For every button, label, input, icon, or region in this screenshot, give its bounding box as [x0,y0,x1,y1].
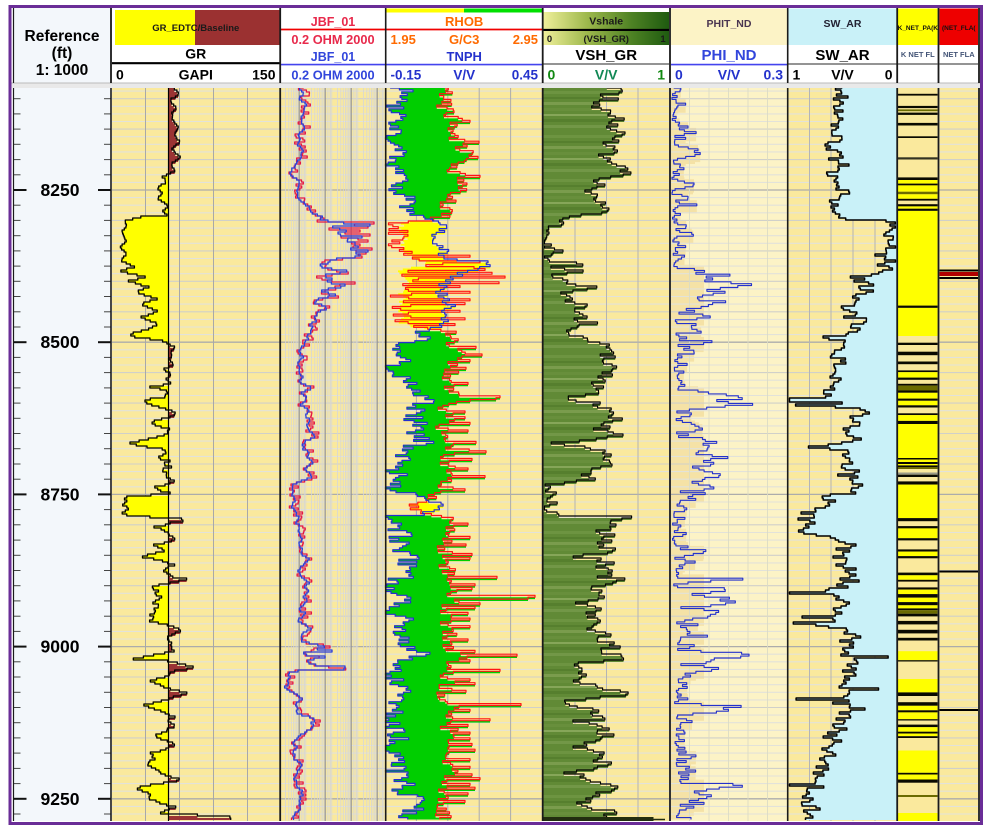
svg-text:8750: 8750 [41,484,80,504]
svg-text:V/V: V/V [831,67,854,83]
svg-text:9250: 9250 [41,789,80,809]
svg-text:1.95: 1.95 [391,32,416,47]
svg-text:(VSH_GR): (VSH_GR) [583,34,628,45]
svg-text:0.45: 0.45 [512,68,539,83]
svg-text:150: 150 [252,67,276,83]
svg-text:VSH_GR: VSH_GR [575,47,637,64]
svg-text:2.95: 2.95 [513,32,538,47]
svg-text:0: 0 [547,34,552,45]
svg-text:G/C3: G/C3 [449,32,479,47]
svg-text:SW_AR: SW_AR [824,18,862,30]
svg-text:K_NET_PA(K: K_NET_PA(K [898,25,939,32]
svg-text:V/V: V/V [718,67,741,83]
svg-text:Reference: Reference [25,28,100,45]
svg-text:(ft): (ft) [52,45,73,62]
svg-text:GR: GR [185,46,206,62]
svg-text:8250: 8250 [41,180,80,200]
svg-text:RHOB: RHOB [445,14,483,29]
svg-text:GAPI: GAPI [179,67,213,83]
svg-text:SW_AR: SW_AR [815,47,869,64]
svg-text:V/V: V/V [595,67,618,83]
svg-text:0: 0 [548,67,556,83]
svg-text:K NET FL: K NET FL [901,50,935,59]
svg-text:PHI_ND: PHI_ND [701,47,756,64]
svg-text:9000: 9000 [41,637,80,657]
svg-text:JBF_01: JBF_01 [311,15,356,29]
svg-text:GR_EDTC/Baseline: GR_EDTC/Baseline [152,23,239,34]
svg-text:1: 1 [660,34,666,45]
svg-text:-0.15: -0.15 [391,68,422,83]
svg-text:0.2 OHM 2000: 0.2 OHM 2000 [291,32,374,47]
svg-text:0: 0 [116,67,124,83]
svg-text:TNPH: TNPH [447,49,482,64]
svg-text:Vshale: Vshale [589,16,623,28]
svg-text:0.2 OHM 2000: 0.2 OHM 2000 [291,68,374,83]
svg-text:(NET_FLA(: (NET_FLA( [942,25,976,32]
svg-text:0: 0 [675,67,683,83]
svg-text:1: 1000: 1: 1000 [36,62,89,79]
svg-text:PHIT_ND: PHIT_ND [707,18,752,30]
svg-text:JBF_01: JBF_01 [311,50,356,64]
svg-text:0.3: 0.3 [764,67,784,83]
svg-text:1: 1 [793,67,801,83]
svg-text:V/V: V/V [453,68,475,83]
svg-text:NET FLA: NET FLA [943,50,975,59]
svg-text:0: 0 [885,67,893,83]
svg-text:8500: 8500 [41,332,80,352]
svg-text:1: 1 [657,67,665,83]
